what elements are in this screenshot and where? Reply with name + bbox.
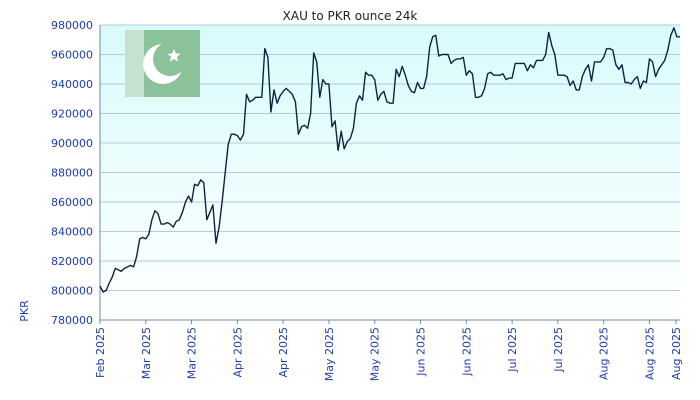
- y-tick-label: 800000: [51, 285, 93, 298]
- y-tick-label: 880000: [51, 167, 93, 180]
- x-tick-label: Jun 2025: [415, 327, 428, 377]
- pakistan-flag: [125, 30, 200, 97]
- y-tick-label: 920000: [51, 108, 93, 121]
- x-tick-label: Mar 2025: [186, 327, 199, 379]
- x-tick-label: Aug 2025: [670, 327, 683, 380]
- y-tick-label: 780000: [51, 314, 93, 327]
- x-tick-label: Aug 2025: [598, 327, 611, 380]
- x-tick-label: Apr 2025: [231, 327, 244, 378]
- x-tick-label: Jul 2025: [506, 327, 519, 373]
- x-tick-label: May 2025: [369, 327, 382, 381]
- x-tick-labels: Feb 2025 Mar 2025 Mar 2025 Apr 2025 Apr 2025…: [94, 320, 683, 381]
- y-tick-label: 940000: [51, 78, 93, 91]
- y-axis-label: PKR: [18, 300, 31, 322]
- y-tick-label: 980000: [51, 19, 93, 32]
- y-tick-label: 900000: [51, 137, 93, 150]
- x-tick-label: May 2025: [323, 327, 336, 381]
- y-tick-label: 820000: [51, 255, 93, 268]
- y-tick-labels: 780000 800000 820000 840000 860000 880000 9000…: [51, 19, 93, 327]
- y-tick-label: 840000: [51, 226, 93, 239]
- x-tick-label: Jul 2025: [552, 327, 565, 373]
- x-tick-label: Apr 2025: [277, 327, 290, 378]
- chart-title: XAU to PKR ounce 24k: [283, 9, 418, 23]
- x-tick-label: Jun 2025: [460, 327, 473, 377]
- y-tick-label: 860000: [51, 196, 93, 209]
- x-tick-label: Mar 2025: [140, 327, 153, 379]
- y-tick-label: 960000: [51, 49, 93, 62]
- series-line: [99, 27, 680, 293]
- x-tick-label: Feb 2025: [94, 327, 107, 378]
- x-tick-label: Aug 2025: [643, 327, 656, 380]
